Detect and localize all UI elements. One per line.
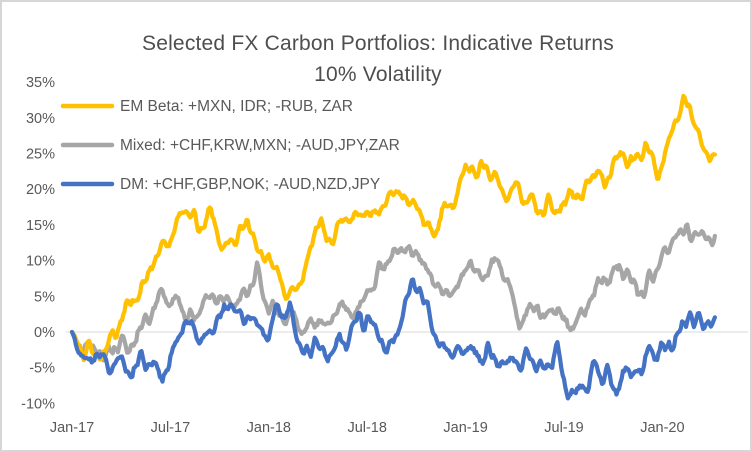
legend: EM Beta: +MXN, IDR; -RUB, ZAR Mixed: +CH…	[60, 98, 400, 193]
y-tick-label: 20%	[26, 182, 55, 198]
x-tick-label: Jan-17	[50, 420, 94, 436]
y-tick-label: 10%	[26, 254, 55, 270]
chart-title-line1: Selected FX Carbon Portfolios: Indicativ…	[142, 32, 614, 55]
series-line-mixed	[69, 222, 717, 363]
x-tick-label: Jan-19	[443, 420, 487, 436]
y-axis-tick-labels: 35% 30% 25% 20% 15% 10% 5% 0% -5% -10%	[21, 75, 55, 412]
chart-title-line2: 10% Volatility	[314, 63, 442, 86]
x-tick-label: Jul-19	[544, 420, 584, 436]
legend-label-mixed: Mixed: +CHF,KRW,MXN; -AUD,JPY,ZAR	[120, 137, 400, 154]
y-tick-label: 0%	[34, 325, 55, 341]
y-tick-label: -10%	[21, 396, 55, 412]
y-tick-label: 15%	[26, 218, 55, 234]
x-axis-tick-labels: Jan-17 Jul-17 Jan-18 Jul-18 Jan-19 Jul-19 Jan-…	[50, 420, 685, 436]
x-tick-label: Jan-18	[247, 420, 291, 436]
legend-label-dm: DM: +CHF,GBP,NOK; -AUD,NZD,JPY	[120, 176, 380, 193]
x-tick-label: Jul-18	[347, 420, 387, 436]
y-tick-label: -5%	[29, 361, 55, 377]
series-line-dm	[69, 277, 717, 401]
y-tick-label: 5%	[34, 289, 55, 305]
legend-label-em-beta: EM Beta: +MXN, IDR; -RUB, ZAR	[120, 98, 353, 115]
x-tick-label: Jan-20	[640, 420, 684, 436]
x-tick-label: Jul-17	[151, 420, 191, 436]
series-line-em-beta	[69, 93, 717, 363]
series-lines	[69, 93, 717, 401]
y-tick-label: 35%	[26, 75, 55, 91]
y-tick-label: 25%	[26, 147, 55, 163]
y-tick-label: 30%	[26, 111, 55, 127]
